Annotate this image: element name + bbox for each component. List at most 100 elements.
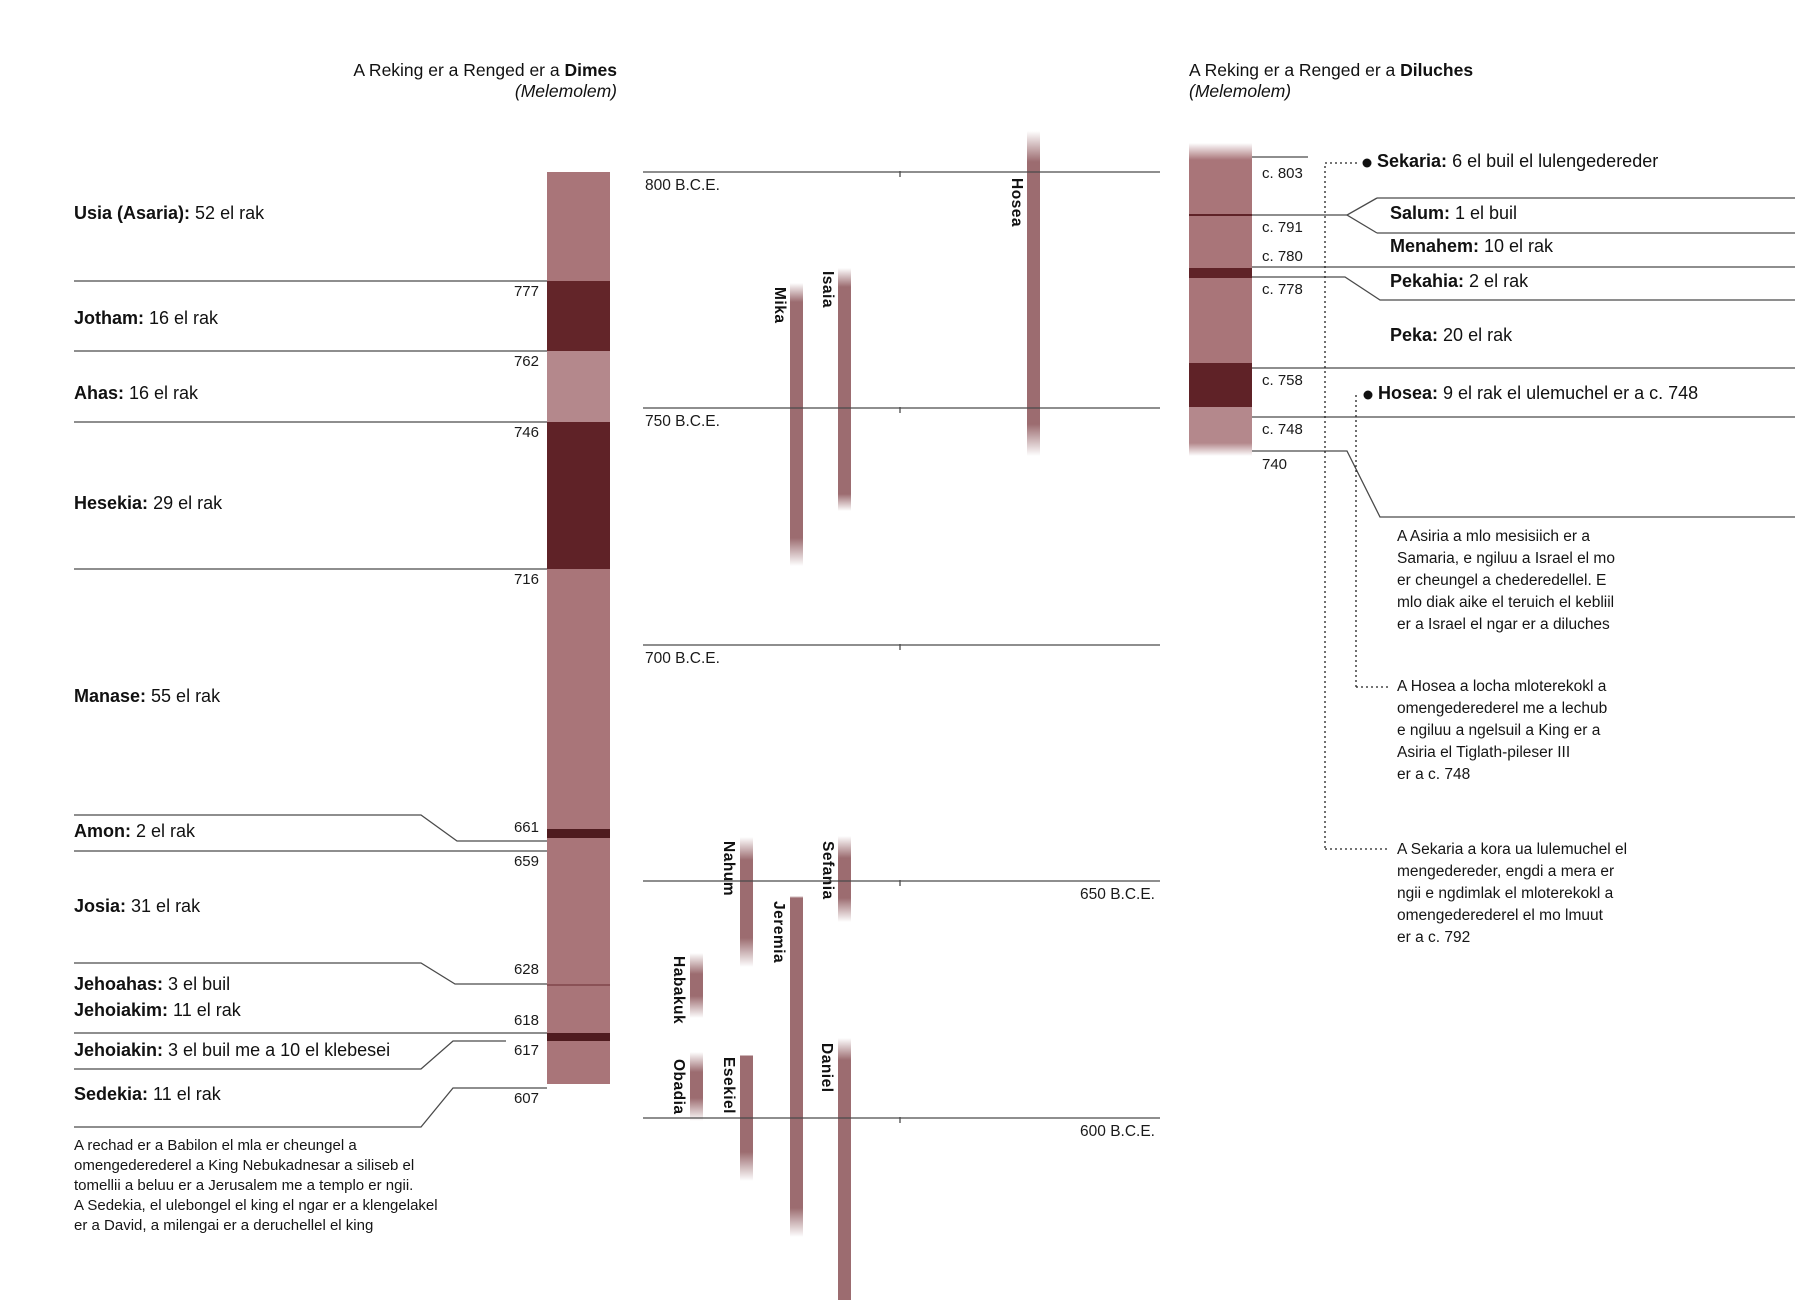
year-label-716: 716 xyxy=(513,571,539,588)
judah-kings-bar-segment-7 xyxy=(547,984,610,986)
year-label-661: 661 xyxy=(513,819,539,836)
year-label-c-780: c. 780 xyxy=(1262,248,1303,265)
israel-kings-bar-segment-7 xyxy=(1189,407,1252,443)
asiria-note-line-2: Samaria, e ngiluu a Israel el mo xyxy=(1397,550,1615,567)
king-entry-israel-peka: Peka: 20 el rak xyxy=(1390,325,1512,346)
prophet-bar-hosea xyxy=(1027,131,1040,456)
king-reign-length: 6 el buil el lulengedereder xyxy=(1447,151,1659,171)
sekaria-note-line-1: A Sekaria a kora ua lulemuchel el xyxy=(1397,841,1628,858)
king-entry-israel-sekaria: Sekaria: 6 el buil el lulengedereder xyxy=(1377,151,1658,172)
year-label-618: 618 xyxy=(513,1012,539,1029)
king-reign-length: 16 el rak xyxy=(124,383,199,403)
year-label-c-803: c. 803 xyxy=(1262,165,1303,182)
year-label-762: 762 xyxy=(513,353,539,370)
king-entry-judah-manase: Manase: 55 el rak xyxy=(74,686,220,707)
sekaria-bullet xyxy=(1362,158,1372,168)
king-reign-length: 1 el buil xyxy=(1450,203,1518,223)
left-title-line: A Reking er a Renged er a Dimes xyxy=(353,60,617,80)
sekaria-note: A Sekaria a kora ua lulemuchel el mengede… xyxy=(1397,839,1627,949)
king-reign-length: 29 el rak xyxy=(148,493,223,513)
year-label-c-748: c. 748 xyxy=(1262,421,1303,438)
prophet-label-isaia: Isaia xyxy=(819,271,836,308)
prophet-bar-mika xyxy=(790,283,803,566)
right-title-subtitle: (Melemolem) xyxy=(1189,81,1292,101)
king-name: Jehoiakim: xyxy=(74,1000,169,1020)
judah-kings-bar-segment-5 xyxy=(547,829,610,838)
israel-kings-bar xyxy=(1189,143,1252,456)
babylon-footnote-line-1: A rechad er a Babilon el mla er cheungel… xyxy=(74,1137,357,1154)
king-name: Sedekia: xyxy=(74,1084,149,1104)
judah-kings-bar-segment-4 xyxy=(547,569,610,829)
king-reign-length: 10 el rak xyxy=(1479,236,1554,256)
king-name: Amon: xyxy=(74,821,131,841)
line-callout-740 xyxy=(1252,450,1795,518)
judah-kings-bar xyxy=(547,172,610,1084)
king-name: Jotham: xyxy=(74,308,145,328)
israel-kings-bar-segment-8 xyxy=(1189,443,1252,456)
babylon-footnote-line-3: tomellii a beluu er a Jerusalem me a tem… xyxy=(74,1177,414,1194)
hosea-note-line-4: Asiria el Tiglath-pileser III xyxy=(1397,744,1571,761)
year-label-746: 746 xyxy=(513,424,539,441)
judah-kings-bar-segment-0 xyxy=(547,172,610,281)
king-reign-length: 9 el rak el ulemuchel er a c. 748 xyxy=(1438,383,1699,403)
left-column-title: A Reking er a Renged er a Dimes (Melemol… xyxy=(285,60,617,102)
hosea-note: A Hosea a locha mloterekokl a omengedered… xyxy=(1397,676,1607,786)
sekaria-note-line-3: ngii e ngdimlak el mloterekokl a xyxy=(1397,885,1614,902)
king-name: Menahem: xyxy=(1390,236,1480,256)
king-name: Josia: xyxy=(74,896,127,916)
israel-kings-bar-segment-3 xyxy=(1189,216,1252,268)
king-name: Salum: xyxy=(1390,203,1451,223)
babylon-footnote-line-5: er a David, a milengai er a deruchellel … xyxy=(74,1217,374,1234)
king-name: Hesekia: xyxy=(74,493,149,513)
axis-label-650-b-c-e: 650 B.C.E. xyxy=(1080,886,1155,903)
prophet-label-sefania: Sefania xyxy=(819,841,836,900)
prophet-label-nahum: Nahum xyxy=(720,841,737,897)
israel-kings-bar-segment-4 xyxy=(1189,268,1252,278)
king-entry-israel-menahem: Menahem: 10 el rak xyxy=(1390,236,1553,257)
axis-label-600-b-c-e: 600 B.C.E. xyxy=(1080,1123,1155,1140)
king-entry-judah-josia: Josia: 31 el rak xyxy=(74,896,200,917)
king-reign-length: 20 el rak xyxy=(1438,325,1513,345)
king-entry-israel-pekahia: Pekahia: 2 el rak xyxy=(1390,271,1528,292)
king-entry-judah-jotham: Jotham: 16 el rak xyxy=(74,308,218,329)
king-name: Ahas: xyxy=(74,383,125,403)
prophet-bar-isaia xyxy=(838,268,851,511)
israel-kings-bar-segment-1 xyxy=(1189,160,1252,214)
king-name: Peka: xyxy=(1390,325,1439,345)
sekaria-note-line-2: mengedereder, engdi a mera er xyxy=(1397,863,1615,880)
king-entry-judah-jehoiakim: Jehoiakim: 11 el rak xyxy=(74,1000,241,1021)
prophet-bar-jeremia xyxy=(790,896,803,1237)
hosea-note-line-2: omengederederel me a lechub xyxy=(1397,700,1608,717)
king-reign-length: 52 el rak xyxy=(190,203,265,223)
king-entry-israel-hosea: Hosea: 9 el rak el ulemuchel er a c. 748 xyxy=(1378,383,1698,404)
king-reign-length: 11 el rak xyxy=(168,1000,241,1020)
king-reign-length: 2 el rak xyxy=(1464,271,1529,291)
prophet-label-esekiel: Esekiel xyxy=(720,1057,737,1114)
king-entry-judah-hesekia: Hesekia: 29 el rak xyxy=(74,493,222,514)
king-entry-judah-usia-asaria: Usia (Asaria): 52 el rak xyxy=(74,203,264,224)
year-label-c-791: c. 791 xyxy=(1262,219,1303,236)
judah-kings-bar-segment-9 xyxy=(547,1033,610,1041)
prophet-bar-obadia xyxy=(690,1052,703,1121)
israel-kings-bar-segment-6 xyxy=(1189,363,1252,407)
king-entry-judah-ahas: Ahas: 16 el rak xyxy=(74,383,198,404)
prophet-bar-nahum xyxy=(740,837,753,967)
year-label-659: 659 xyxy=(513,853,539,870)
hosea-bullet xyxy=(1363,390,1373,400)
king-reign-length: 31 el rak xyxy=(126,896,201,916)
king-name: Pekahia: xyxy=(1390,271,1465,291)
king-reign-length: 3 el buil me a 10 el klebesei xyxy=(163,1040,391,1060)
hosea-note-line-1: A Hosea a locha mloterekokl a xyxy=(1397,678,1607,695)
sekaria-note-line-5: er a c. 792 xyxy=(1397,929,1471,946)
judah-kings-bar-segment-1 xyxy=(547,281,610,351)
prophet-label-daniel: Daniel xyxy=(818,1043,835,1093)
israel-kings-bar-segment-0 xyxy=(1189,143,1252,160)
line-salum-arrow xyxy=(1345,197,1378,234)
axis-label-700-b-c-e: 700 B.C.E. xyxy=(645,650,720,667)
prophet-label-obadia: Obadia xyxy=(670,1059,687,1115)
israel-kings-bar-segment-5 xyxy=(1189,278,1252,363)
sekaria-note-line-4: omengederederel el mo lmuut xyxy=(1397,907,1603,924)
prophet-label-jeremia: Jeremia xyxy=(770,901,787,964)
